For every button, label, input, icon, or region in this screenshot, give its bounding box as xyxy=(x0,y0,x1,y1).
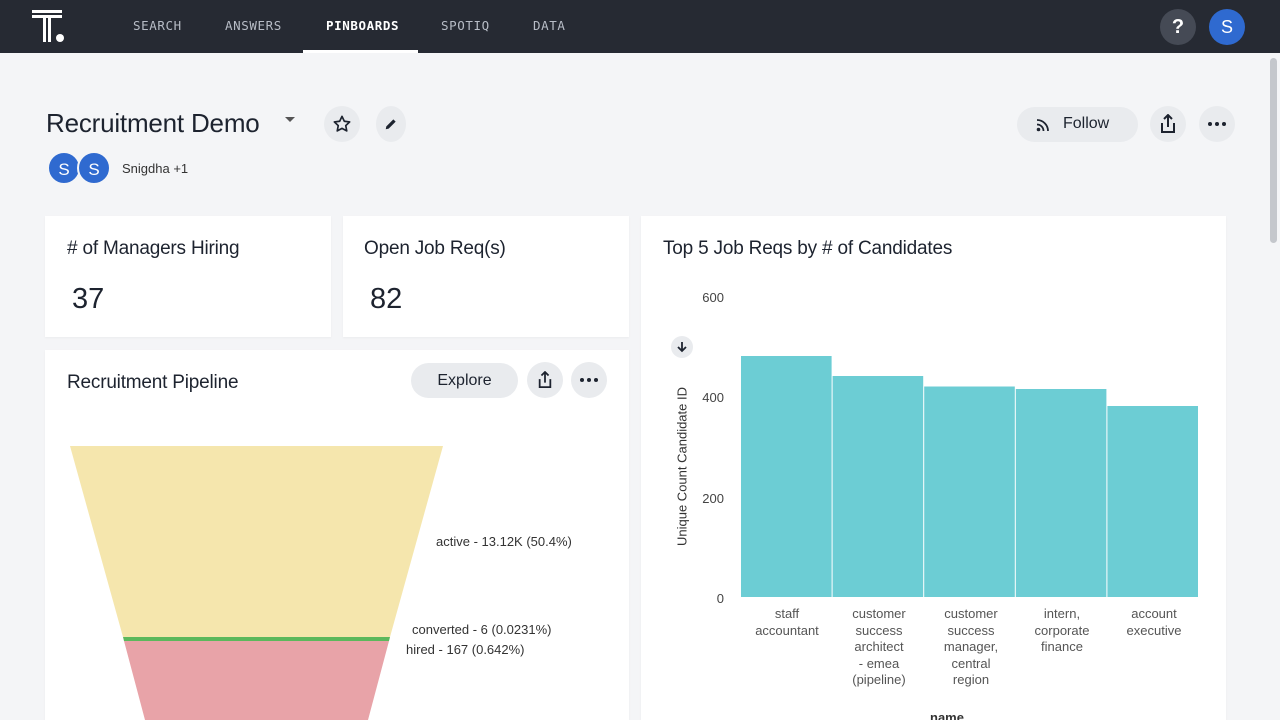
nav-search[interactable]: SEARCH xyxy=(133,18,182,33)
more-icon xyxy=(1208,122,1226,126)
more-options-button[interactable] xyxy=(1199,106,1235,142)
author-avatar[interactable]: S xyxy=(77,151,111,185)
x-axis-label: name xyxy=(930,710,964,720)
more-icon xyxy=(580,378,598,382)
share-icon xyxy=(538,371,552,388)
bar-1[interactable] xyxy=(832,376,924,597)
y-tick-label: 400 xyxy=(702,390,724,405)
y-tick-label: 200 xyxy=(702,491,724,506)
bar-0[interactable] xyxy=(741,356,832,597)
funnel-label-active: active - 13.12K (50.4%) xyxy=(436,534,572,549)
funnel-stage-converted[interactable] xyxy=(123,637,390,641)
star-icon xyxy=(333,115,351,132)
funnel-label-hired: hired - 167 (0.642%) xyxy=(406,642,525,657)
pipeline-title: Recruitment Pipeline xyxy=(67,372,239,393)
pipeline-more-button[interactable] xyxy=(571,362,607,398)
kpi-title: # of Managers Hiring xyxy=(67,238,240,259)
title-dropdown-icon[interactable] xyxy=(285,117,295,122)
top-nav: SEARCH ANSWERS PINBOARDS SPOTIQ DATA ? S xyxy=(0,0,1280,53)
follow-button[interactable]: Follow xyxy=(1017,107,1138,142)
kpi-value: 37 xyxy=(72,283,105,315)
chart-title: Top 5 Job Reqs by # of Candidates xyxy=(663,238,953,259)
explore-button[interactable]: Explore xyxy=(411,363,518,398)
nav-answers[interactable]: ANSWERS xyxy=(225,18,282,33)
edit-button[interactable] xyxy=(376,106,406,142)
bar-3[interactable] xyxy=(1015,389,1107,597)
sort-button[interactable] xyxy=(671,336,693,358)
bar-2[interactable] xyxy=(924,386,1015,598)
y-tick-label: 600 xyxy=(702,290,724,305)
nav-pinboards[interactable]: PINBOARDS xyxy=(326,18,400,33)
funnel-label-converted: converted - 6 (0.0231%) xyxy=(412,622,552,637)
nav-data[interactable]: DATA xyxy=(533,18,566,33)
kpi-card-open-reqs[interactable]: Open Job Req(s) 82 xyxy=(343,216,629,337)
kpi-card-managers[interactable]: # of Managers Hiring 37 xyxy=(45,216,331,337)
bar-4[interactable] xyxy=(1107,406,1198,597)
pinboard-title[interactable]: Recruitment Demo xyxy=(46,108,260,138)
y-tick-label: 0 xyxy=(716,591,724,606)
follow-label: Follow xyxy=(1063,115,1110,132)
x-category-label: staff accountant xyxy=(755,606,819,638)
help-button[interactable]: ? xyxy=(1160,9,1196,45)
x-category-label: account executive xyxy=(1126,606,1182,638)
funnel-stage-hired[interactable] xyxy=(124,641,389,720)
arrow-down-icon xyxy=(677,342,687,353)
share-button[interactable] xyxy=(1150,106,1186,142)
user-avatar[interactable]: S xyxy=(1209,9,1245,45)
pipeline-share-button[interactable] xyxy=(527,362,563,398)
favorite-button[interactable] xyxy=(324,106,360,142)
nav-active-indicator xyxy=(303,50,418,53)
authors-label[interactable]: Snigdha +1 xyxy=(122,161,189,176)
kpi-title: Open Job Req(s) xyxy=(364,238,506,259)
rss-icon xyxy=(1036,119,1049,132)
pencil-icon xyxy=(385,119,396,130)
page-scrollbar[interactable] xyxy=(1270,58,1277,243)
thoughtspot-logo-icon[interactable] xyxy=(32,10,68,44)
nav-spotiq[interactable]: SPOTIQ xyxy=(441,18,490,33)
x-category-label: customer success manager, central region xyxy=(943,606,999,687)
kpi-value: 82 xyxy=(370,283,403,315)
share-icon xyxy=(1161,114,1175,133)
x-category-label: customer success architect - emea (pipeline) xyxy=(852,606,906,687)
funnel-stage-active[interactable] xyxy=(70,446,443,637)
x-category-label: intern, corporate finance xyxy=(1034,606,1090,654)
